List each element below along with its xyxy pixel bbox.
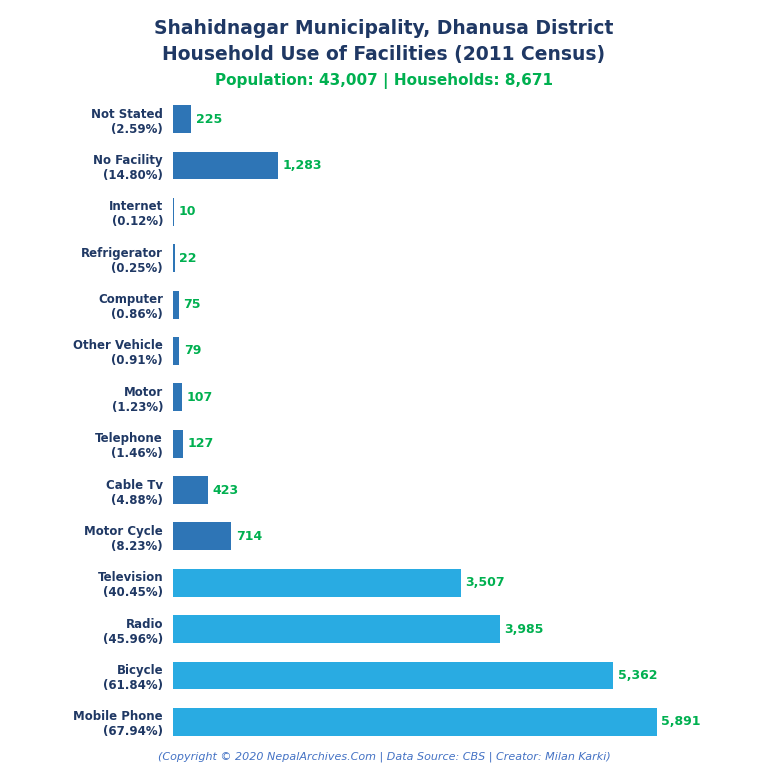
- Bar: [173, 708, 657, 736]
- Bar: [173, 244, 174, 272]
- Text: 3,985: 3,985: [505, 623, 544, 636]
- Bar: [173, 291, 179, 319]
- Text: 1,283: 1,283: [283, 159, 322, 172]
- Text: 225: 225: [196, 113, 222, 126]
- Text: 423: 423: [212, 484, 238, 496]
- Text: 107: 107: [186, 391, 213, 404]
- Bar: [173, 151, 278, 180]
- Text: 714: 714: [236, 530, 262, 543]
- Bar: [173, 383, 181, 411]
- Text: Population: 43,007 | Households: 8,671: Population: 43,007 | Households: 8,671: [215, 73, 553, 89]
- Bar: [173, 569, 461, 597]
- Text: Shahidnagar Municipality, Dhanusa District: Shahidnagar Municipality, Dhanusa Distri…: [154, 19, 614, 38]
- Text: 10: 10: [178, 205, 196, 218]
- Bar: [173, 522, 231, 550]
- Bar: [173, 198, 174, 226]
- Bar: [173, 105, 191, 133]
- Bar: [173, 430, 184, 458]
- Text: 79: 79: [184, 345, 201, 357]
- Text: (Copyright © 2020 NepalArchives.Com | Data Source: CBS | Creator: Milan Karki): (Copyright © 2020 NepalArchives.Com | Da…: [157, 751, 611, 762]
- Bar: [173, 661, 613, 690]
- Text: 3,507: 3,507: [465, 576, 505, 589]
- Text: 127: 127: [187, 437, 214, 450]
- Text: 75: 75: [184, 298, 201, 311]
- Bar: [173, 476, 207, 504]
- Bar: [173, 615, 500, 643]
- Text: 22: 22: [179, 252, 197, 265]
- Bar: [173, 337, 179, 365]
- Text: Household Use of Facilities (2011 Census): Household Use of Facilities (2011 Census…: [163, 45, 605, 64]
- Text: 5,362: 5,362: [617, 669, 657, 682]
- Text: 5,891: 5,891: [661, 715, 700, 728]
